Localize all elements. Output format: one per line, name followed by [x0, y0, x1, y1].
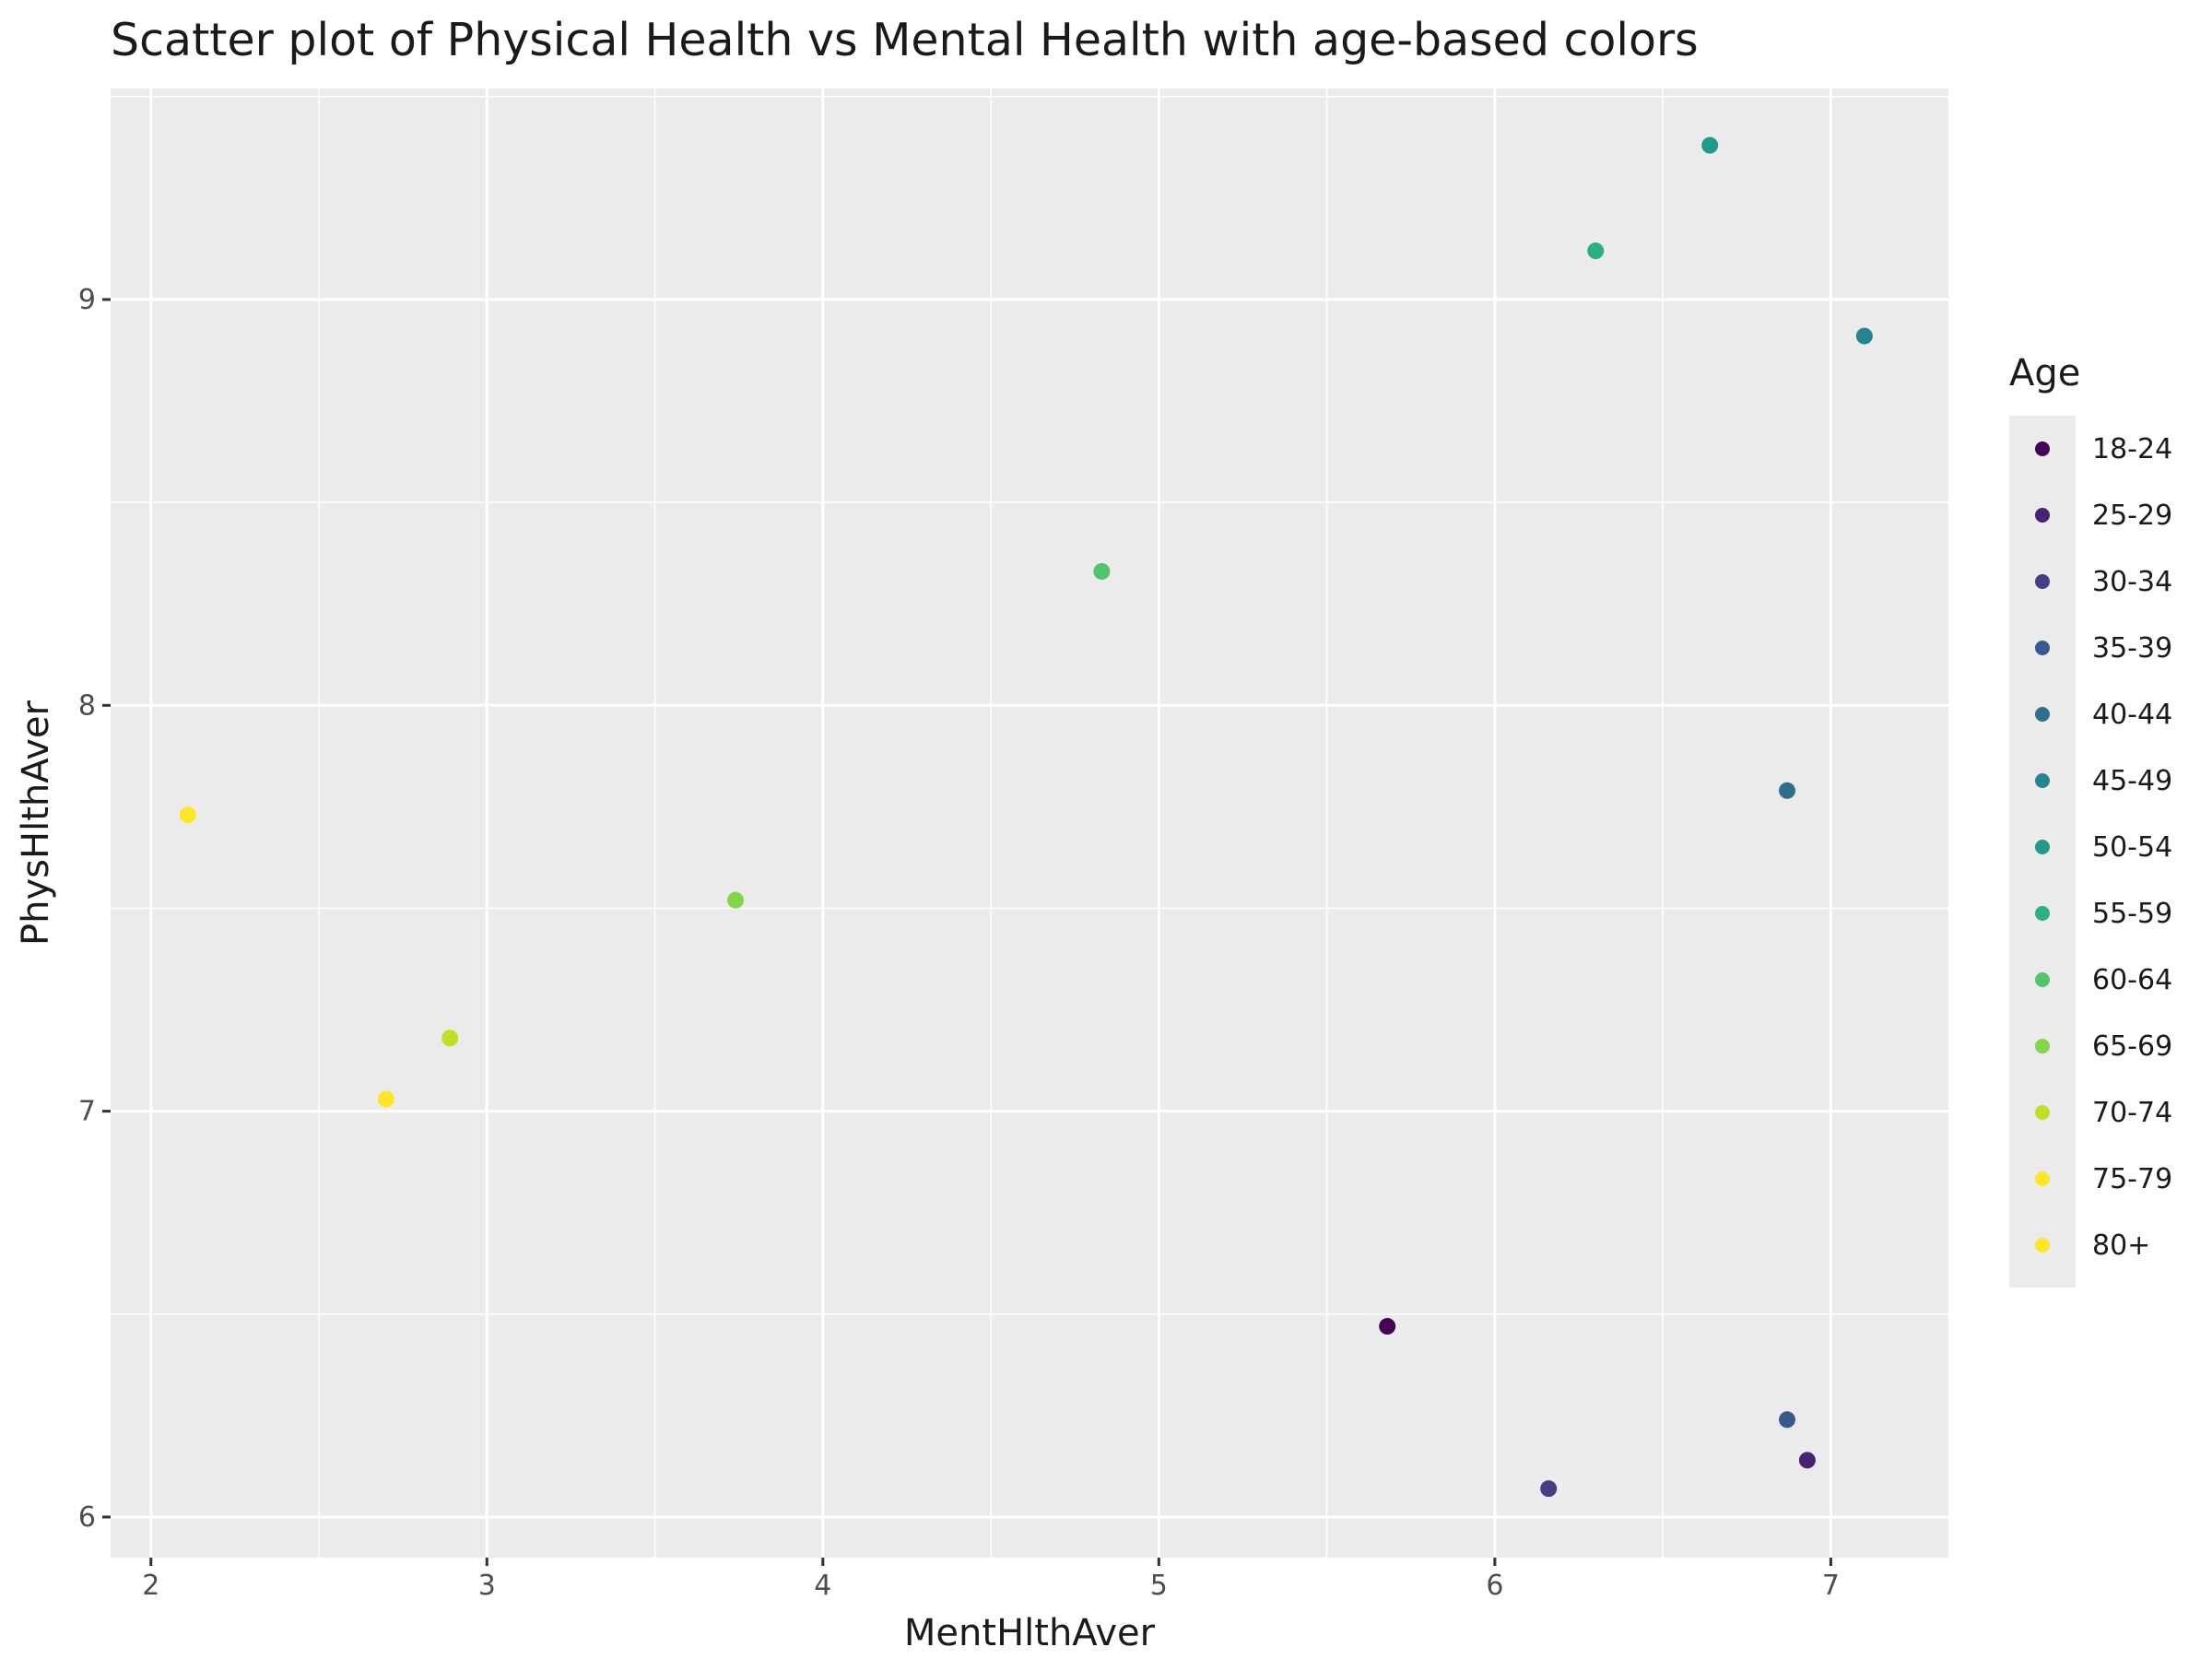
legend-key	[2035, 773, 2050, 788]
data-point	[1798, 1452, 1816, 1469]
legend-label: 30-34	[2092, 566, 2172, 598]
legend-label: 70-74	[2092, 1097, 2172, 1129]
legend-label: 18-24	[2092, 433, 2172, 465]
legend-label: 50-54	[2092, 831, 2172, 864]
legend-title: Age	[2009, 352, 2080, 394]
data-point	[727, 891, 745, 909]
minor-gridlines	[111, 88, 1948, 1558]
legend-key	[2035, 1039, 2050, 1053]
legend-key	[2035, 574, 2050, 589]
y-axis: 6 7 8 9	[78, 284, 111, 1534]
legend-label: 60-64	[2092, 964, 2172, 996]
data-points	[179, 136, 1873, 1498]
data-point	[1779, 782, 1796, 799]
legend-key	[2035, 508, 2050, 523]
plot-panel	[111, 88, 1948, 1558]
data-point	[1587, 242, 1605, 260]
legend-label: 75-79	[2092, 1163, 2172, 1195]
x-axis: 2 3 4 5 6 7	[142, 1558, 1840, 1602]
legend-label: 80+	[2092, 1230, 2150, 1262]
legend-key	[2035, 1238, 2050, 1253]
x-tick-label: 2	[142, 1570, 159, 1602]
x-tick-label: 5	[1150, 1570, 1168, 1602]
y-axis-title: PhysHlthAver	[15, 700, 57, 946]
data-point	[1093, 562, 1111, 580]
legend-key	[2035, 1105, 2050, 1120]
legend-key	[2035, 840, 2050, 854]
data-point	[1540, 1480, 1558, 1498]
x-tick-label: 3	[478, 1570, 496, 1602]
x-tick-label: 7	[1822, 1570, 1840, 1602]
legend-label: 65-69	[2092, 1030, 2172, 1063]
legend-key	[2035, 906, 2050, 921]
data-point	[377, 1090, 394, 1108]
legend-label: 35-39	[2092, 632, 2172, 665]
legend: Age 18-24 25-29 30-34 35-39 40-44 45-49 50-54 5…	[2009, 352, 2172, 1288]
legend-label: 40-44	[2092, 699, 2172, 731]
data-point	[1855, 327, 1873, 345]
x-tick-label: 6	[1486, 1570, 1503, 1602]
legend-key	[2035, 972, 2050, 987]
data-point	[1779, 1411, 1796, 1429]
x-tick-label: 4	[814, 1570, 831, 1602]
data-point	[1379, 1318, 1396, 1335]
legend-key	[2035, 641, 2050, 655]
legend-key	[2035, 441, 2050, 456]
y-tick-label: 8	[78, 689, 96, 722]
legend-label: 45-49	[2092, 765, 2172, 797]
data-point	[1701, 136, 1719, 154]
major-gridlines	[111, 88, 1948, 1558]
data-point	[179, 806, 196, 824]
legend-label: 55-59	[2092, 898, 2172, 930]
y-tick-label: 7	[78, 1096, 96, 1128]
legend-key	[2035, 1171, 2050, 1186]
chart-title: Scatter plot of Physical Health vs Menta…	[111, 14, 1699, 66]
y-tick-label: 9	[78, 284, 96, 316]
y-tick-label: 6	[78, 1501, 96, 1534]
legend-label: 25-29	[2092, 500, 2172, 532]
data-point	[441, 1030, 459, 1047]
legend-key	[2035, 707, 2050, 722]
x-axis-title: MentHlthAver	[904, 1612, 1156, 1654]
